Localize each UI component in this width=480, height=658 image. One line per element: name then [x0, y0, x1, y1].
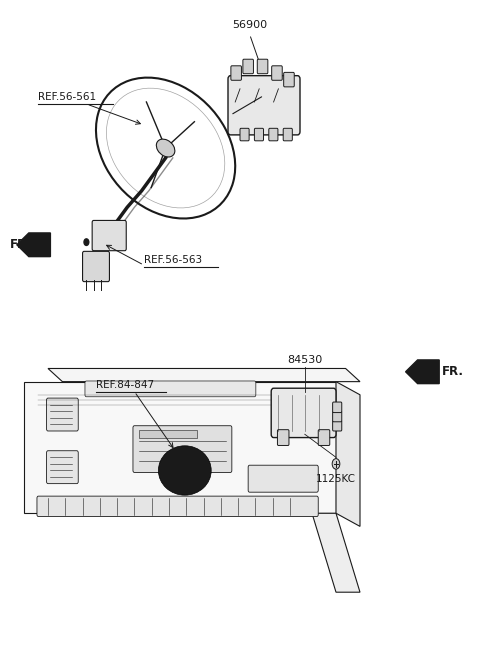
FancyBboxPatch shape: [333, 411, 342, 422]
Circle shape: [332, 459, 340, 469]
FancyBboxPatch shape: [243, 59, 253, 74]
FancyBboxPatch shape: [37, 496, 318, 517]
FancyBboxPatch shape: [318, 430, 330, 445]
FancyBboxPatch shape: [133, 426, 232, 472]
Text: 1125KC: 1125KC: [316, 474, 356, 484]
FancyBboxPatch shape: [284, 72, 294, 87]
FancyBboxPatch shape: [283, 128, 292, 141]
Polygon shape: [312, 513, 360, 592]
FancyBboxPatch shape: [92, 220, 126, 251]
Polygon shape: [17, 233, 50, 257]
FancyBboxPatch shape: [85, 381, 256, 397]
Ellipse shape: [156, 139, 175, 157]
Text: 84530: 84530: [287, 355, 323, 365]
FancyBboxPatch shape: [47, 398, 78, 431]
FancyBboxPatch shape: [248, 465, 318, 492]
FancyBboxPatch shape: [277, 430, 289, 445]
Polygon shape: [24, 382, 336, 513]
FancyBboxPatch shape: [228, 76, 300, 135]
FancyBboxPatch shape: [83, 251, 109, 282]
FancyBboxPatch shape: [333, 402, 342, 413]
FancyBboxPatch shape: [269, 128, 278, 141]
Text: REF.56-561: REF.56-561: [38, 92, 96, 102]
Polygon shape: [336, 382, 360, 526]
Text: FR.: FR.: [442, 365, 464, 378]
Text: REF.56-563: REF.56-563: [144, 255, 202, 265]
FancyBboxPatch shape: [257, 59, 268, 74]
Polygon shape: [406, 360, 439, 384]
Text: FR.: FR.: [10, 238, 32, 251]
Ellipse shape: [158, 446, 211, 495]
FancyBboxPatch shape: [231, 66, 241, 80]
FancyBboxPatch shape: [139, 430, 197, 438]
Circle shape: [84, 239, 89, 245]
FancyBboxPatch shape: [47, 451, 78, 484]
FancyBboxPatch shape: [333, 420, 342, 431]
Text: 56900: 56900: [232, 20, 267, 30]
FancyBboxPatch shape: [271, 388, 336, 438]
FancyBboxPatch shape: [240, 128, 249, 141]
Text: REF.84-847: REF.84-847: [96, 380, 154, 390]
Polygon shape: [48, 368, 360, 382]
FancyBboxPatch shape: [254, 128, 264, 141]
FancyBboxPatch shape: [272, 66, 282, 80]
